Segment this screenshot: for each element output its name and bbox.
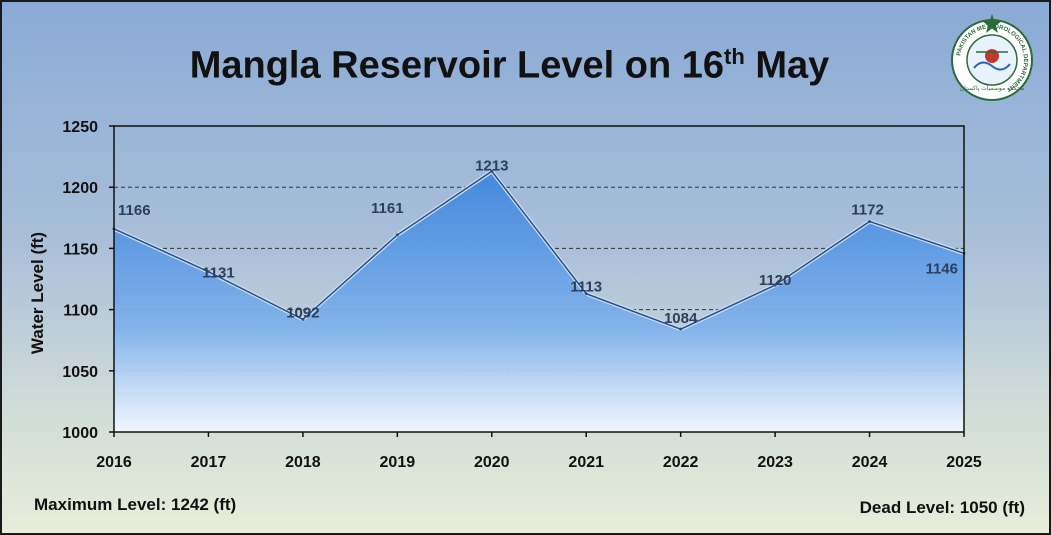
- y-tick-label-1100: 1100: [63, 303, 98, 320]
- x-tick-label-2023: 2023: [757, 454, 793, 471]
- x-tick-label-2020: 2020: [474, 454, 510, 471]
- x-tick-label-2025: 2025: [946, 454, 982, 471]
- maximum-level-note: Maximum Level: 1242 (ft): [34, 495, 237, 514]
- logo-urdu-text: محکمہ موسمیات پاکستان: [960, 85, 1025, 92]
- x-tick-label-2016: 2016: [96, 454, 132, 471]
- x-tick-label-2024: 2024: [852, 454, 888, 471]
- data-label-2016: 1166: [118, 202, 151, 219]
- y-tick-label-1250: 1250: [62, 119, 98, 136]
- data-label-2020: 1213: [475, 157, 508, 174]
- data-label-2017: 1131: [202, 265, 235, 282]
- data-point-2021: [584, 292, 588, 296]
- y-tick-label-1050: 1050: [62, 364, 98, 381]
- data-point-2023: [773, 283, 777, 287]
- star-icon: [982, 14, 1002, 33]
- data-label-2023: 1120: [759, 272, 792, 289]
- y-tick-label-1200: 1200: [62, 180, 98, 197]
- water-level-line: [113, 170, 965, 330]
- data-label-2018: 1092: [286, 304, 319, 321]
- x-tick-label-2017: 2017: [191, 454, 227, 471]
- plot-border: [113, 125, 965, 433]
- data-label-2019: 1161: [371, 200, 404, 217]
- y-axis-label: Water Level (ft): [28, 232, 47, 354]
- data-point-2020: [490, 169, 494, 173]
- data-point-2018: [301, 317, 305, 321]
- data-point-2017: [206, 270, 210, 274]
- data-label-2021: 1113: [570, 279, 602, 296]
- x-tick-label-2021: 2021: [568, 454, 604, 471]
- water-level-area: [114, 171, 964, 432]
- chart-title: Mangla Reservoir Level on 16th May: [189, 44, 830, 87]
- x-tick-label-2022: 2022: [663, 454, 699, 471]
- pmd-logo: PAKISTAN METEOROLOGICAL DEPARTMENT محکمہ…: [951, 14, 1033, 101]
- y-tick-label-1150: 1150: [63, 241, 98, 258]
- x-tick-label-2019: 2019: [380, 454, 416, 471]
- y-tick-label-1000: 1000: [62, 425, 98, 442]
- data-label-2022: 1084: [664, 310, 698, 327]
- data-point-2024: [868, 219, 872, 223]
- data-point-2019: [395, 233, 399, 237]
- data-label-2024: 1172: [851, 201, 884, 218]
- x-tick-label-2018: 2018: [285, 454, 321, 471]
- dead-level-note: Dead Level: 1050 (ft): [859, 498, 1025, 517]
- data-point-2022: [679, 327, 683, 331]
- data-label-2025: 1146: [925, 260, 958, 277]
